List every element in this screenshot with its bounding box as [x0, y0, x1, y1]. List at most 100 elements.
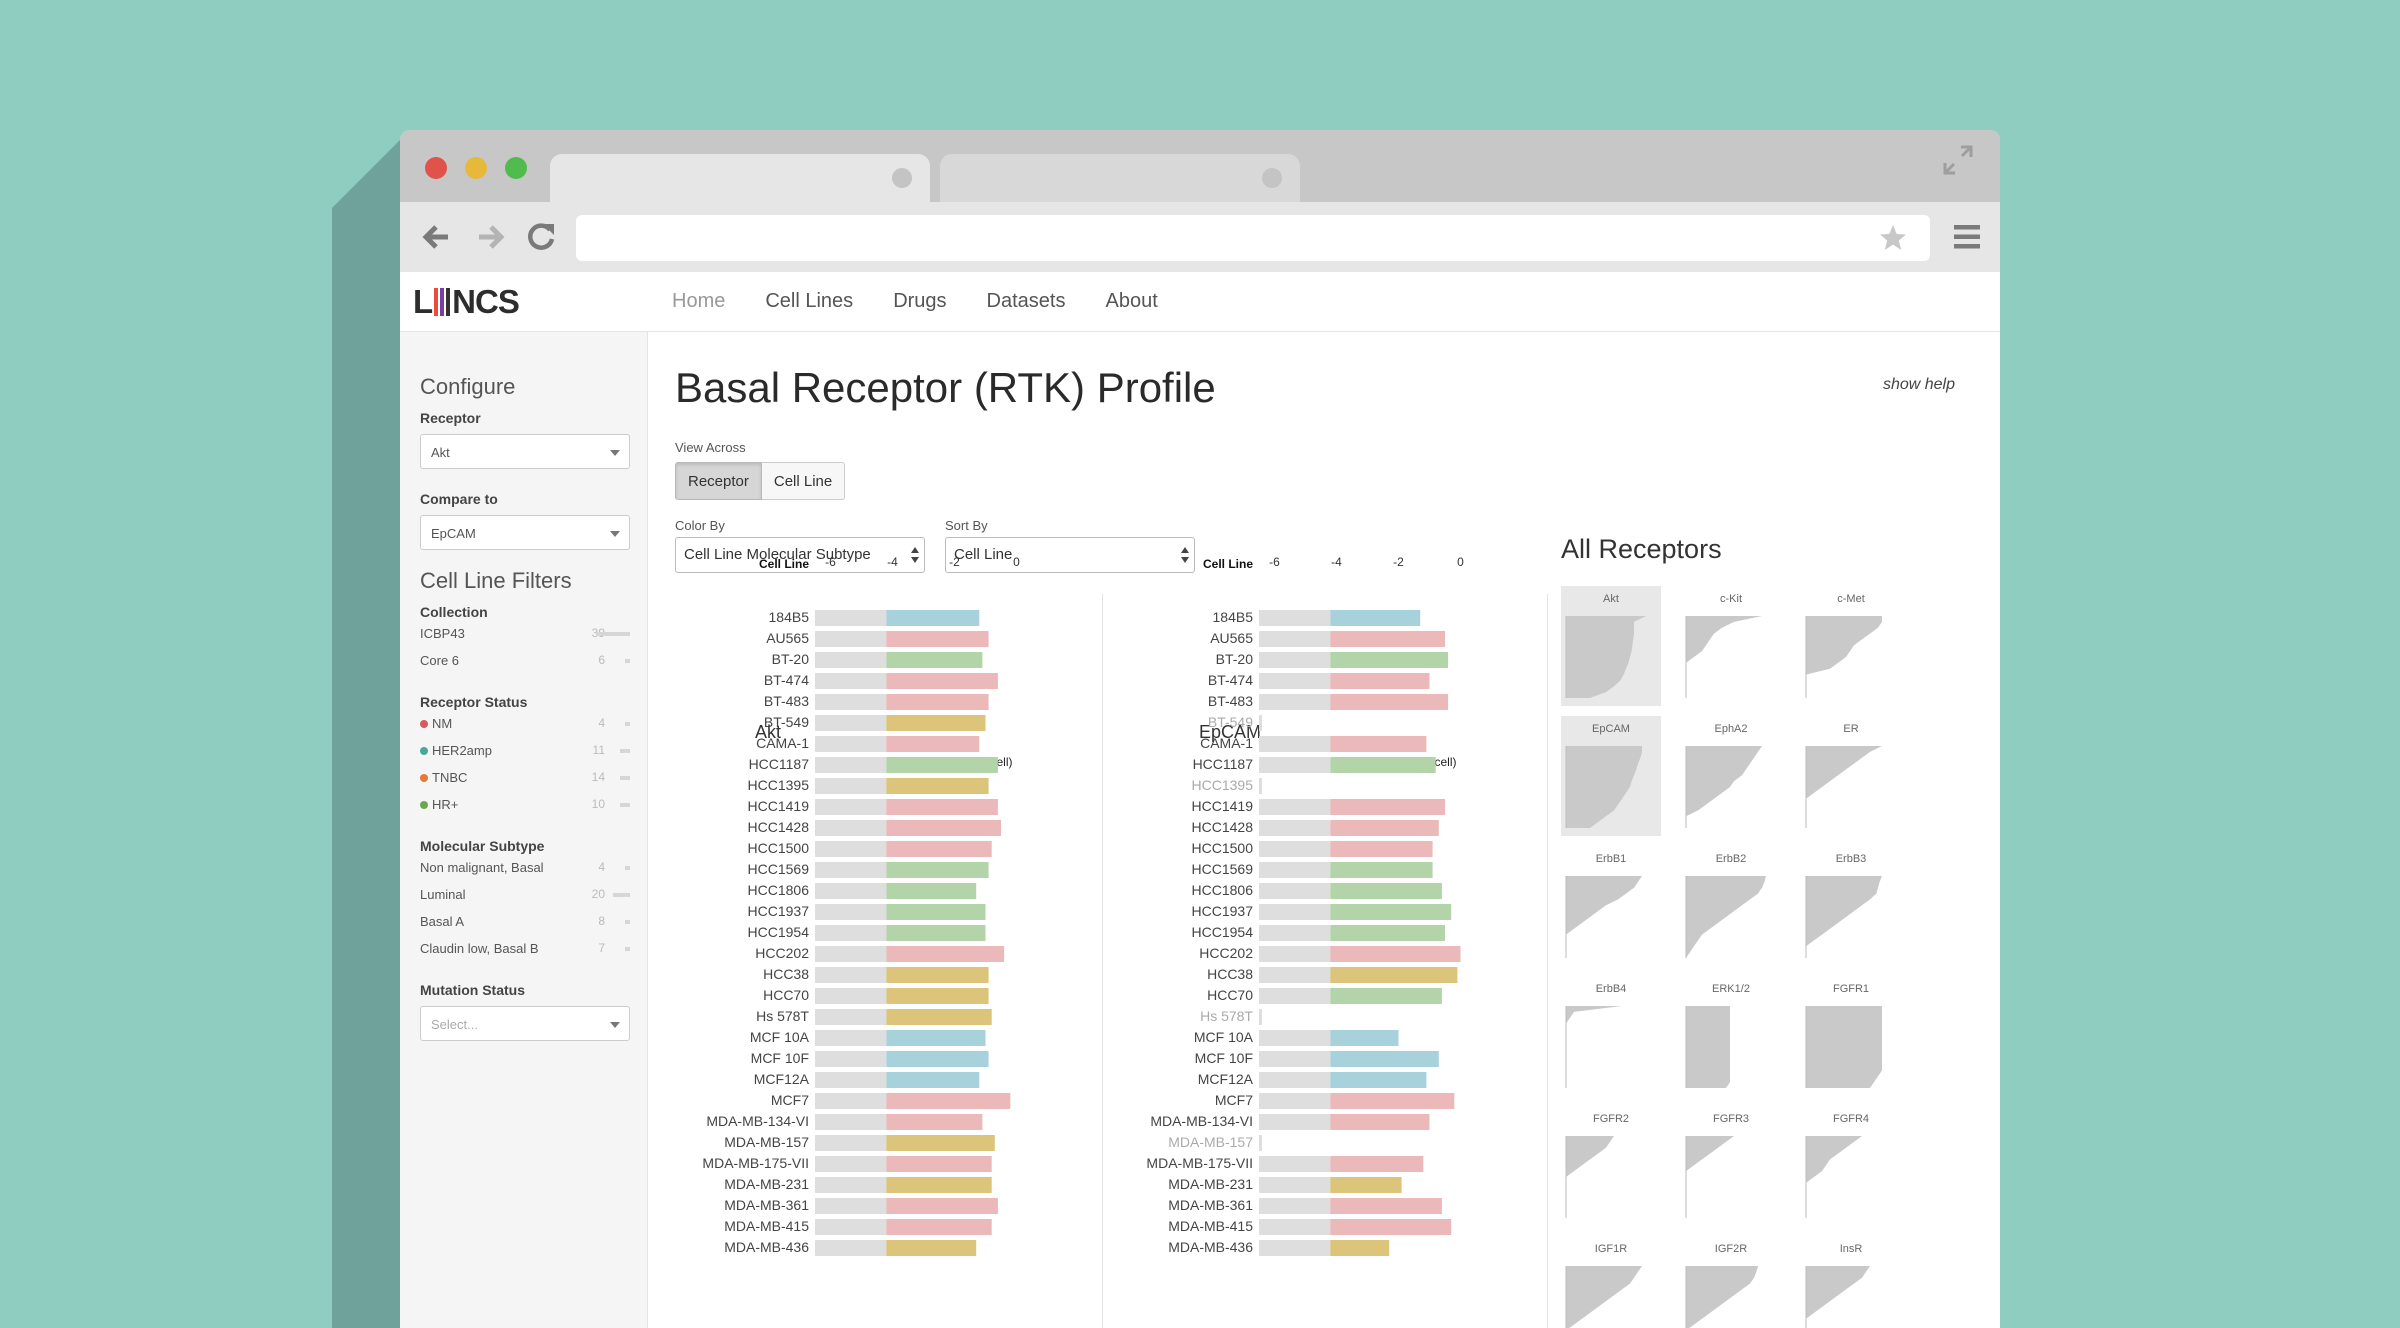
sort-by-select[interactable]: Cell Line	[945, 537, 1195, 573]
view-across-toggle: Receptor Cell Line	[675, 462, 846, 500]
cell-line-label: HCC1806	[1192, 882, 1254, 898]
baseline-bar	[815, 1072, 887, 1088]
filter-item[interactable]: Luminal 20	[420, 881, 630, 908]
row-header: Cell Line	[759, 557, 809, 571]
color-by-select[interactable]: Cell Line Molecular Subtype	[675, 537, 925, 573]
cell-line-label: MDA-MB-415	[724, 1218, 809, 1234]
filter-item[interactable]: Basal A 8	[420, 908, 630, 935]
view-cell-line-button[interactable]: Cell Line	[761, 462, 846, 500]
filter-count-bar	[625, 947, 630, 951]
baseline-bar	[1259, 820, 1331, 836]
filter-count: 4	[598, 860, 605, 874]
compare-select[interactable]: EpCAM	[420, 515, 630, 550]
nav-home[interactable]: Home	[672, 290, 726, 312]
baseline-bar	[1259, 1156, 1331, 1172]
thumbnail-label: ER	[1843, 723, 1858, 735]
fullscreen-icon[interactable]	[1942, 144, 1974, 176]
cell-line-label: MDA-MB-415	[1168, 1218, 1253, 1234]
data-bar	[886, 1135, 995, 1151]
tab-bar	[400, 130, 2000, 202]
chevron-down-icon	[610, 1022, 620, 1028]
browser-menu-icon[interactable]	[1952, 222, 1982, 252]
data-bar	[886, 904, 986, 920]
baseline-bar	[1259, 1198, 1331, 1214]
main-nav: Home Cell Lines Drugs Datasets About	[672, 290, 1158, 313]
cell-line-label: HCC1806	[748, 882, 810, 898]
forward-arrow-icon[interactable]	[473, 220, 507, 254]
logo-right-text: NCS	[452, 283, 520, 320]
x-tick-label: -2	[949, 555, 960, 569]
baseline-bar	[1259, 799, 1331, 815]
back-arrow-icon[interactable]	[420, 220, 454, 254]
filter-item[interactable]: HR+ 10	[420, 791, 630, 818]
lincs-logo[interactable]: L NCS	[413, 283, 520, 320]
tab-close-icon[interactable]	[1262, 168, 1282, 188]
data-bar	[1330, 631, 1445, 647]
baseline-bar	[1259, 694, 1331, 710]
baseline-bar	[815, 1051, 887, 1067]
thumbnail-label: EpCAM	[1592, 723, 1630, 735]
filter-item[interactable]: NM 4	[420, 710, 630, 737]
compare-label: Compare to	[420, 491, 498, 507]
address-bar[interactable]	[576, 215, 1930, 261]
filter-item[interactable]: TNBC 14	[420, 764, 630, 791]
cell-line-label: HCC1569	[1192, 861, 1254, 877]
filter-item[interactable]: Core 6 6	[420, 647, 630, 674]
thumbnail-label: c-Met	[1837, 593, 1865, 605]
thumbnail-label: ErbB4	[1596, 983, 1627, 995]
filter-label: ICBP43	[420, 626, 465, 641]
filter-item[interactable]: Non malignant, Basal 4	[420, 854, 630, 881]
data-bar-empty	[1259, 778, 1262, 794]
reload-icon[interactable]	[524, 220, 558, 254]
filter-count-bar	[625, 659, 630, 663]
nav-cell-lines[interactable]: Cell Lines	[765, 290, 854, 312]
data-bar	[1330, 1030, 1399, 1046]
data-bar	[886, 820, 1001, 836]
cell-line-label: HCC1937	[748, 903, 810, 919]
baseline-bar	[815, 736, 887, 752]
mutation-status-select[interactable]: Select...	[420, 1006, 630, 1041]
view-receptor-button[interactable]: Receptor	[675, 462, 762, 500]
view-across-label: View Across	[675, 440, 746, 455]
data-bar	[886, 925, 986, 941]
nav-about[interactable]: About	[1105, 290, 1158, 312]
baseline-bar	[1259, 1051, 1331, 1067]
filter-count: 14	[591, 770, 605, 784]
browser-tab-active[interactable]	[550, 154, 930, 202]
cell-line-label: HCC1395	[1192, 777, 1254, 793]
bookmark-star-icon[interactable]	[1878, 223, 1908, 253]
baseline-bar	[1259, 1093, 1331, 1109]
all-receptors-heading: All Receptors	[1561, 534, 1722, 564]
data-bar	[1330, 1051, 1439, 1067]
data-bar	[1330, 883, 1442, 899]
nav-datasets[interactable]: Datasets	[986, 290, 1066, 312]
filter-label: Basal A	[420, 914, 465, 929]
filter-item[interactable]: Claudin low, Basal B 7	[420, 935, 630, 962]
close-window-button[interactable]	[425, 157, 447, 179]
data-bar	[1330, 946, 1461, 962]
receptor-select[interactable]: Akt	[420, 434, 630, 469]
cell-line-label: MDA-MB-134-VI	[706, 1113, 809, 1129]
maximize-window-button[interactable]	[505, 157, 527, 179]
filter-label: TNBC	[432, 770, 468, 785]
configure-heading: Configure	[420, 374, 516, 399]
baseline-bar	[815, 673, 887, 689]
chart-title: EpCAM	[1199, 722, 1261, 742]
baseline-bar	[815, 631, 887, 647]
data-bar	[1330, 1114, 1430, 1130]
filter-item[interactable]: ICBP43 39	[420, 620, 630, 647]
filter-item[interactable]: HER2amp 11	[420, 737, 630, 764]
show-help-link[interactable]: show help	[1882, 376, 1955, 393]
browser-tab-inactive[interactable]	[940, 154, 1300, 202]
baseline-bar	[1259, 883, 1331, 899]
cell-line-label: MDA-MB-157	[1168, 1134, 1253, 1150]
cell-line-label: BT-20	[1216, 651, 1254, 667]
filter-count-bar	[596, 632, 630, 636]
tab-close-icon[interactable]	[892, 168, 912, 188]
minimize-window-button[interactable]	[465, 157, 487, 179]
nav-drugs[interactable]: Drugs	[893, 290, 947, 312]
page-title: Basal Receptor (RTK) Profile	[675, 364, 1216, 411]
cell-line-label: MDA-MB-134-VI	[1150, 1113, 1253, 1129]
status-dot-icon	[420, 801, 428, 809]
data-bar	[886, 1093, 1011, 1109]
